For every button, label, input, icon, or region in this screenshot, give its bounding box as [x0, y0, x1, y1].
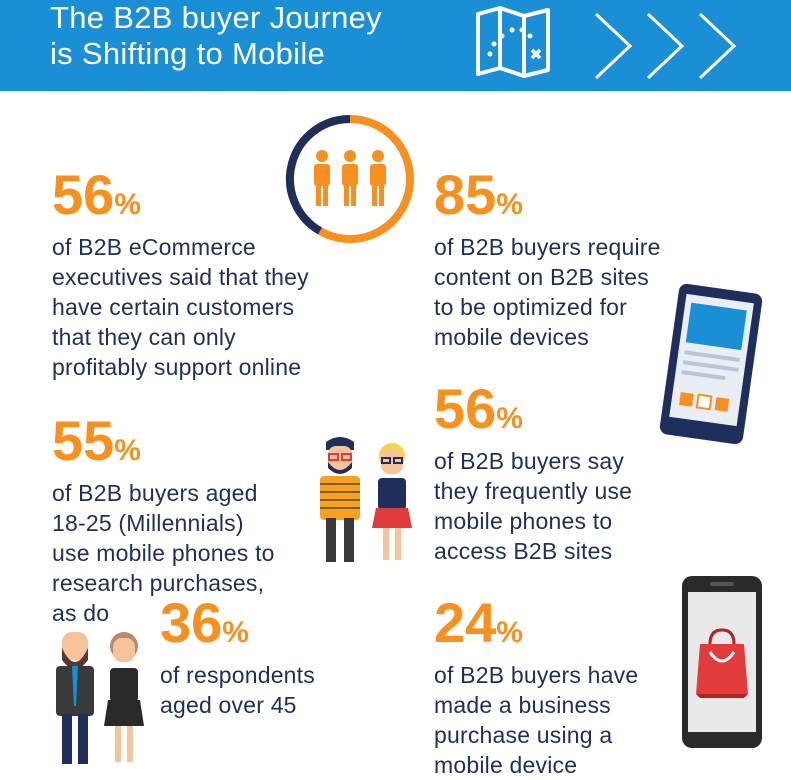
stat-number: 85	[434, 163, 497, 226]
percent-sign: %	[114, 434, 141, 467]
stat-ecommerce-executives: 56% of B2B eCommerce executives said tha…	[52, 167, 309, 382]
percent-sign: %	[114, 188, 141, 221]
stat-number: 36	[160, 591, 223, 654]
stat-value: 56%	[52, 167, 309, 232]
stat-description: of B2B buyers require content on B2B sit…	[434, 234, 661, 350]
percent-sign: %	[222, 616, 249, 649]
stat-description: of B2B eCommerce executives said that th…	[52, 234, 309, 380]
people-ring-icon	[285, 115, 414, 243]
stat-number: 55	[52, 409, 115, 472]
stat-value: 56%	[434, 381, 632, 446]
stat-description: of B2B buyers have made a business purch…	[434, 662, 639, 778]
stat-business-purchase: 24% of B2B buyers have made a business p…	[434, 595, 639, 780]
map-icon	[476, 6, 550, 78]
stat-description: of B2B buyers say they frequently use mo…	[434, 448, 633, 564]
header-banner: The B2B buyer Journey is Shifting to Mob…	[0, 0, 791, 91]
tablet-icon	[659, 283, 763, 445]
stat-number: 24	[434, 591, 497, 654]
young-couple-illustration	[320, 437, 412, 562]
percent-sign: %	[496, 402, 523, 435]
stat-value: 24%	[434, 595, 638, 660]
stat-content-optimized: 85% of B2B buyers require content on B2B…	[434, 167, 661, 352]
chevron-right-icon	[594, 12, 737, 80]
stat-frequent-mobile-use: 56% of B2B buyers say they frequently us…	[434, 381, 633, 566]
stat-number: 56	[434, 377, 497, 440]
percent-sign: %	[496, 188, 523, 221]
stat-description: of respondents aged over 45	[160, 662, 315, 718]
stat-millennials: 55% of B2B buyers aged 18-25 (Millennial…	[52, 413, 275, 628]
stat-value: 55%	[52, 413, 275, 478]
older-couple-illustration	[56, 632, 144, 764]
percent-sign: %	[496, 616, 523, 649]
stat-value: 85%	[434, 167, 661, 232]
page-title: The B2B buyer Journey is Shifting to Mob…	[50, 0, 382, 71]
stat-value: 36%	[160, 595, 315, 660]
stat-over-45: 36% of respondents aged over 45	[160, 595, 315, 720]
stat-number: 56	[52, 163, 115, 226]
stat-description: of B2B buyers aged 18-25 (Millennials) u…	[52, 480, 275, 626]
phone-shopping-bag-icon	[682, 576, 762, 748]
